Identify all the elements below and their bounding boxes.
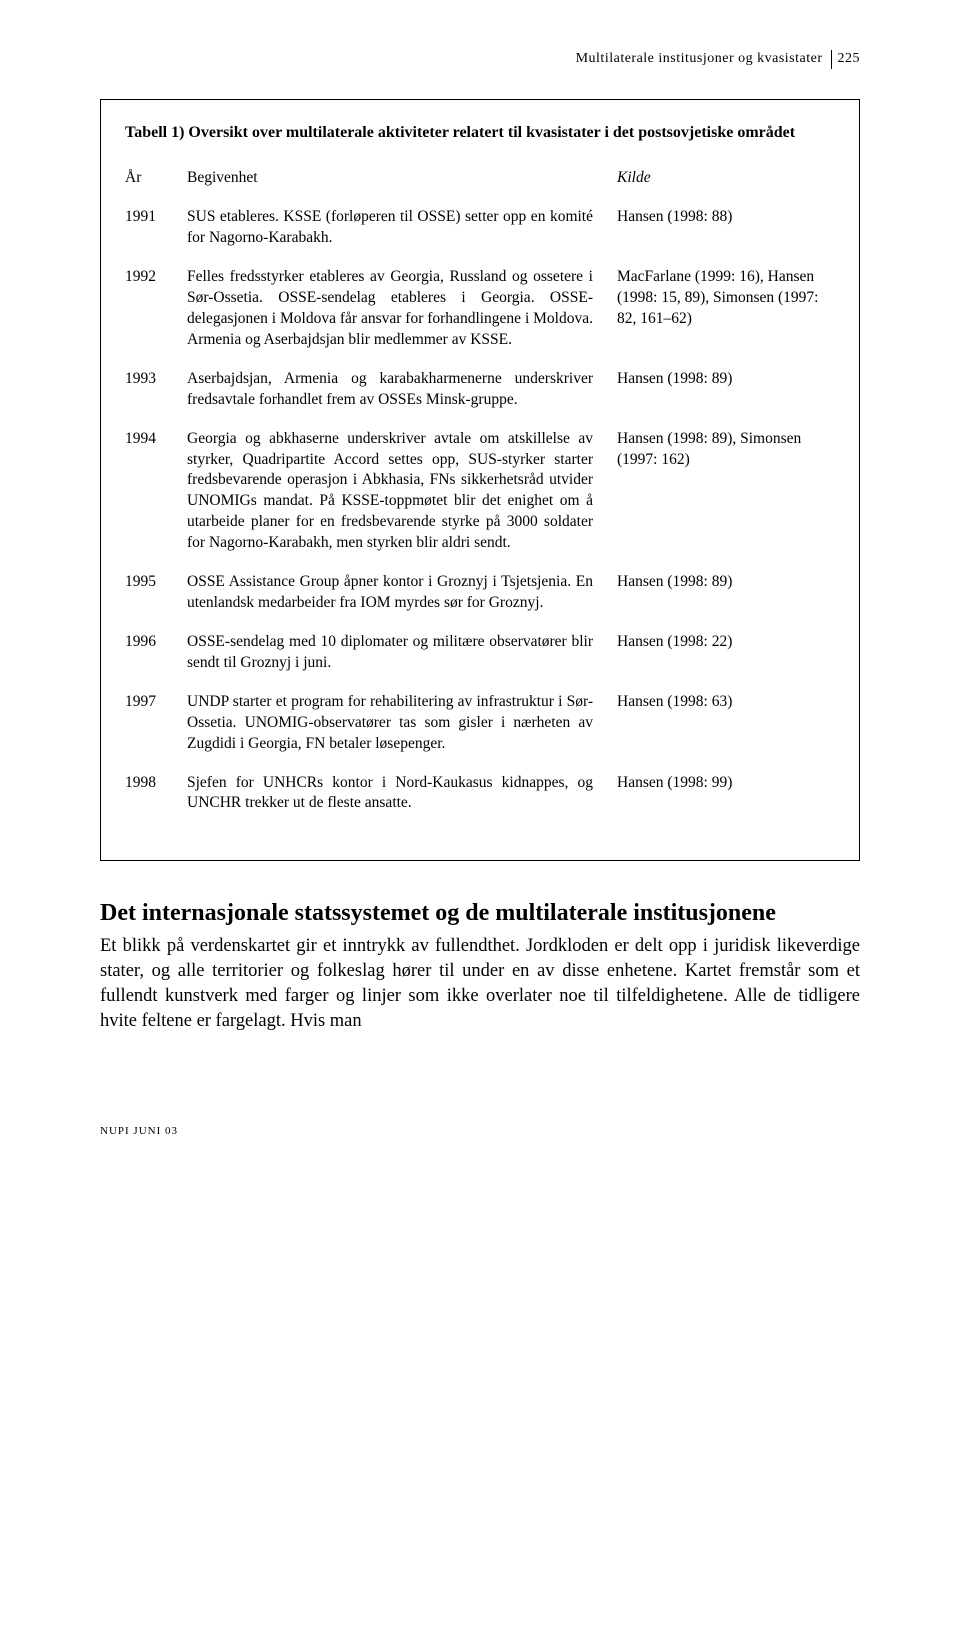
cell-year: 1991 xyxy=(125,207,187,249)
body-heading: Det internasjonale statssystemet og de m… xyxy=(100,899,860,928)
cell-event: UNDP starter et program for rehabiliteri… xyxy=(187,692,617,755)
table-title: Tabell 1) Oversikt over multilaterale ak… xyxy=(125,122,835,144)
running-header: Multilaterale institusjoner og kvasistat… xyxy=(100,50,860,69)
cell-event: Sjefen for UNHCRs kontor i Nord-Kaukasus… xyxy=(187,773,617,815)
table-row: 1996 OSSE-sendelag med 10 diplomater og … xyxy=(125,632,835,674)
cell-year: 1992 xyxy=(125,267,187,351)
table-header-row: År Begivenhet Kilde xyxy=(125,168,835,189)
cell-event: Georgia og abkhaserne underskriver avtal… xyxy=(187,429,617,555)
table-row: 1992 Felles fredsstyrker etableres av Ge… xyxy=(125,267,835,351)
col-header-source: Kilde xyxy=(617,168,835,189)
col-header-year: År xyxy=(125,168,187,189)
footer: NUPI JUNI 03 xyxy=(100,1124,860,1139)
cell-year: 1997 xyxy=(125,692,187,755)
cell-event: Felles fredsstyrker etableres av Georgia… xyxy=(187,267,617,351)
cell-event: SUS etableres. KSSE (forløperen til OSSE… xyxy=(187,207,617,249)
table-row: 1997 UNDP starter et program for rehabil… xyxy=(125,692,835,755)
table-row: 1991 SUS etableres. KSSE (forløperen til… xyxy=(125,207,835,249)
cell-source: Hansen (1998: 89), Simonsen (1997: 162) xyxy=(617,429,835,555)
cell-source: Hansen (1998: 89) xyxy=(617,572,835,614)
cell-source: Hansen (1998: 99) xyxy=(617,773,835,815)
body-paragraph: Et blikk på verdenskartet gir et inntryk… xyxy=(100,934,860,1034)
cell-year: 1994 xyxy=(125,429,187,555)
body-section: Det internasjonale statssystemet og de m… xyxy=(100,899,860,1034)
cell-event: OSSE Assistance Group åpner kontor i Gro… xyxy=(187,572,617,614)
table-row: 1995 OSSE Assistance Group åpner kontor … xyxy=(125,572,835,614)
cell-source: Hansen (1998: 89) xyxy=(617,369,835,411)
running-title: Multilaterale institusjoner og kvasistat… xyxy=(576,51,823,66)
cell-event: OSSE-sendelag med 10 diplomater og milit… xyxy=(187,632,617,674)
cell-year: 1995 xyxy=(125,572,187,614)
cell-event: Aserbajdsjan, Armenia og karabakharmener… xyxy=(187,369,617,411)
cell-year: 1998 xyxy=(125,773,187,815)
cell-source: Hansen (1998: 63) xyxy=(617,692,835,755)
table-row: 1998 Sjefen for UNHCRs kontor i Nord-Kau… xyxy=(125,773,835,815)
cell-source: MacFarlane (1999: 16), Hansen (1998: 15,… xyxy=(617,267,835,351)
col-header-event: Begivenhet xyxy=(187,168,617,189)
table-frame: Tabell 1) Oversikt over multilaterale ak… xyxy=(100,99,860,862)
page-number: 225 xyxy=(831,50,861,69)
cell-year: 1996 xyxy=(125,632,187,674)
table-row: 1993 Aserbajdsjan, Armenia og karabakhar… xyxy=(125,369,835,411)
cell-source: Hansen (1998: 88) xyxy=(617,207,835,249)
cell-source: Hansen (1998: 22) xyxy=(617,632,835,674)
cell-year: 1993 xyxy=(125,369,187,411)
table-row: 1994 Georgia og abkhaserne underskriver … xyxy=(125,429,835,555)
